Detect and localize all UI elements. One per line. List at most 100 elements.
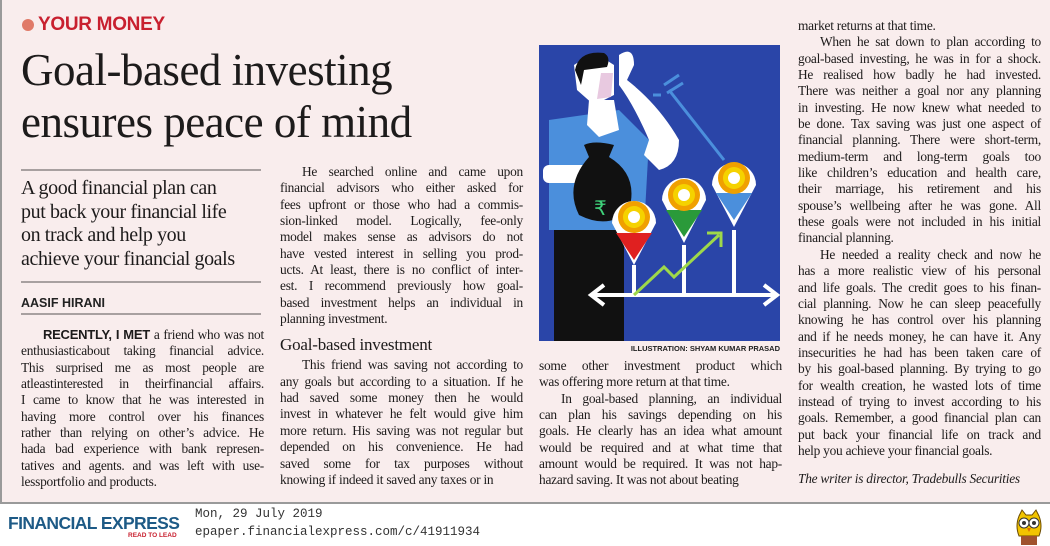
text-line: knowing if indeed it saved any taxes or …	[280, 471, 494, 487]
article-illustration: ₹	[539, 45, 780, 341]
text-line: atleastinterested in theirfinancial affa…	[21, 376, 264, 392]
author-note: The writer is director, Tradebulls Secur…	[798, 471, 1020, 487]
publication-date: Mon, 29 July 2019	[195, 507, 323, 521]
divider	[21, 281, 261, 283]
text-line: their marriage, his retirement and his	[798, 181, 1041, 197]
text-line: This friend was saving not according to	[302, 357, 523, 373]
text-line: hazard saving. It was not about beating	[539, 472, 739, 488]
text-line: put back your financial life on track an…	[798, 426, 1041, 442]
text-line: goals. Remember, a good financial plan c…	[798, 410, 1041, 426]
lead-in: RECENTLY, I MET	[43, 327, 150, 342]
text-line: market returns at that time.	[798, 18, 936, 33]
text-line: When he sat down to plan according to	[820, 34, 1041, 50]
text-line: has a more realistic view of his persona…	[798, 263, 1041, 279]
text-line: like children’s education and health car…	[798, 165, 1041, 181]
text-line: In goal-based planning, an individual	[561, 390, 782, 406]
text-line: RECENTLY, I MET a friend who was not	[21, 327, 264, 343]
text-line: financial planning. There were short-ter…	[798, 132, 1041, 148]
deck-line: A good financial plan can	[21, 177, 217, 199]
text-line: spouse’s wellbeing after he was gone. Al…	[798, 197, 1041, 213]
text-line: for wealth creation, he wasted lots of t…	[798, 377, 1041, 393]
section-name: YOUR MONEY	[38, 14, 165, 35]
text-line: insecurities he had has been taken care …	[798, 344, 1041, 360]
text-line: having more control over his finances	[21, 408, 264, 424]
text-line: I came to know that he was interested in	[21, 392, 264, 408]
paragraph: This friend was saving not according to a…	[280, 357, 523, 488]
text-line: model makes sense as advisors do not	[280, 229, 523, 245]
text-line: depended on his convenience. He had	[280, 439, 523, 455]
deck-line: on track and help you	[21, 224, 186, 247]
financial-express-logo[interactable]: FINANCIAL EXPRESS	[8, 513, 180, 533]
text-line: and life goals. The credit goes to his f…	[798, 279, 1041, 295]
bullet-dot-icon	[22, 19, 34, 31]
paragraph: He needed a reality check and now he has …	[798, 247, 1041, 459]
owl-icon	[1016, 509, 1042, 545]
column-2: He searched online and came upon financia…	[280, 164, 523, 488]
illustration-credit: ILLUSTRATION: SHYAM KUMAR PRASAD	[630, 344, 780, 353]
text-line: tatives and agents. and was left with us…	[21, 457, 264, 473]
column-1: RECENTLY, I MET a friend who was not enth…	[21, 327, 264, 490]
text-line: would be required and at what time that	[539, 439, 782, 455]
text-run: a friend who was not	[153, 327, 264, 342]
paragraph: When he sat down to plan according to goa…	[798, 34, 1041, 246]
text-line: more return. His saving was not regular …	[280, 422, 523, 438]
text-line: instead of trying to invest according to…	[798, 393, 1041, 409]
headline: Goal-based investing ensures peace of mi…	[21, 44, 412, 148]
text-line: these goals were not included in his ini…	[798, 214, 1041, 230]
text-line: goal-based investing, he was in for a sh…	[798, 50, 1041, 66]
article-clipping: YOUR MONEY Goal-based investing ensures …	[0, 0, 1050, 504]
paragraph: market returns at that time.	[798, 18, 1041, 34]
text-line: fees upfront or those who had a commis-	[280, 196, 523, 212]
text-line: had saved some money then he would	[280, 390, 523, 406]
paragraph: some other investment product which was o…	[539, 358, 782, 391]
text-line: was offering more return at that time.	[539, 374, 730, 390]
text-line: est. I recommend previously how goal-	[280, 278, 523, 294]
deck-line: put back your financial life	[21, 200, 227, 223]
text-line: sion-linked model. Logically, fee-only	[280, 213, 523, 229]
column-4: market returns at that time. When he sat …	[798, 18, 1041, 488]
text-line: ucts. At least, there is no conflict of …	[280, 262, 523, 278]
text-line: help you achieve your financial goals.	[798, 442, 993, 458]
text-line: amount would be required. It was not hap…	[539, 456, 782, 472]
headline-line: Goal-based investing	[21, 45, 393, 95]
text-line: based investment helps an individual in	[280, 294, 523, 310]
text-line: He searched online and came upon	[302, 164, 523, 179]
byline: AASIF HIRANI	[21, 296, 106, 310]
paragraph: RECENTLY, I MET a friend who was not enth…	[21, 327, 264, 490]
divider	[21, 169, 261, 171]
text-line: some other investment product which	[539, 358, 782, 373]
deck-line: achieve your financial goals	[21, 248, 235, 271]
paragraph: In goal-based planning, an individual can…	[539, 391, 782, 489]
text-line: by his goal-based planning. By trying to…	[798, 361, 1041, 377]
text-line: medium-term and long-term goals too	[798, 148, 1041, 164]
text-line: knowing he has control over his planning	[798, 312, 1041, 328]
text-line: He needed a reality check and now he	[820, 246, 1041, 262]
text-line: hada bad experience with bank represen-	[21, 441, 264, 457]
text-line: and if he needs money, he can have it. A…	[798, 328, 1041, 344]
footer: FINANCIAL EXPRESS READ TO LEAD Mon, 29 J…	[0, 506, 1050, 546]
text-line: have vested interest in selling you prod…	[280, 245, 523, 261]
text-line: rather than relying on other’s advice. H…	[21, 425, 264, 441]
epaper-url[interactable]: epaper.financialexpress.com/c/41911934	[195, 525, 481, 539]
headline-line: ensures peace of mind	[21, 97, 412, 147]
text-line: any goals but according to a situation. …	[280, 373, 523, 389]
text-line: He realised how badly he had invested.	[798, 67, 1041, 83]
section-label: YOUR MONEY	[22, 14, 165, 36]
text-line: in investing. He now knew what needed to	[798, 99, 1041, 115]
text-line: can plan his savings depending on his	[539, 407, 782, 423]
text-line: financial planning.	[798, 230, 894, 246]
text-line: There was neither a goal nor any plannin…	[798, 83, 1041, 99]
svg-text:₹: ₹	[594, 196, 607, 220]
divider	[21, 313, 261, 315]
column-3: some other investment product which was o…	[539, 358, 782, 489]
text-line: planning investment.	[280, 311, 388, 327]
text-line: This surprised me as most people are	[21, 359, 264, 375]
text-line: be done. Tax saving was just one aspect …	[798, 116, 1041, 132]
deck: A good financial plan can put back your …	[21, 177, 266, 272]
paragraph: He searched online and came upon financia…	[280, 164, 523, 327]
subheading: Goal-based investment	[280, 335, 433, 355]
text-line: lessportfolio and products.	[21, 474, 157, 490]
text-line: saved some for tax purposes without	[280, 455, 523, 471]
logo-tagline: READ TO LEAD	[128, 532, 177, 539]
text-line: goals. He clearly has an idea what amoun…	[539, 423, 782, 439]
